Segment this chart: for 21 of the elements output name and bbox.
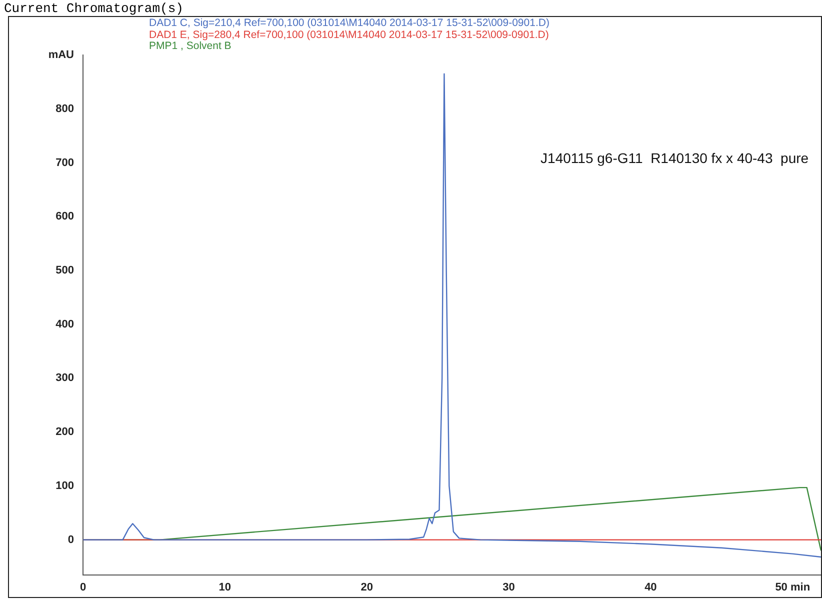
y-tick-label: 300 [56, 372, 74, 384]
y-tick-label: 200 [56, 426, 74, 438]
y-tick-label: 800 [56, 102, 74, 115]
x-tick-label: 0 [80, 581, 86, 594]
x-tick-label: 10 [218, 581, 232, 594]
text: PMP1 , Solvent B [149, 40, 232, 52]
text: DAD1 C, Sig=210,4 Ref=700,100 (031014\M14040 2014-03-17 15-31-52\009-0901.D) [149, 17, 550, 30]
y-tick-label: mAU [48, 49, 74, 62]
y-tick-label: 400 [56, 318, 74, 330]
x-tick-label: 50 min [775, 581, 810, 594]
x-tick-label: 40 [644, 581, 657, 594]
text: DAD1 E, Sig=280,4 Ref=700,100 (031014\M14040 2014-03-17 15-31-52\009-0901.D) [149, 28, 550, 40]
annotation: J140115 g6-G11 R140130 fx x 40-43 pure [540, 150, 809, 166]
x-tick-label: 30 [502, 581, 515, 594]
y-tick-label: 100 [56, 480, 74, 492]
x-tick-label: 20 [360, 581, 373, 594]
y-tick-label: 700 [56, 156, 74, 169]
chart-title: Current Chromatogram(s) [4, 1, 184, 16]
y-tick-label: 600 [56, 210, 74, 223]
y-tick-label: 0 [68, 534, 74, 546]
y-tick-label: 500 [56, 264, 74, 276]
